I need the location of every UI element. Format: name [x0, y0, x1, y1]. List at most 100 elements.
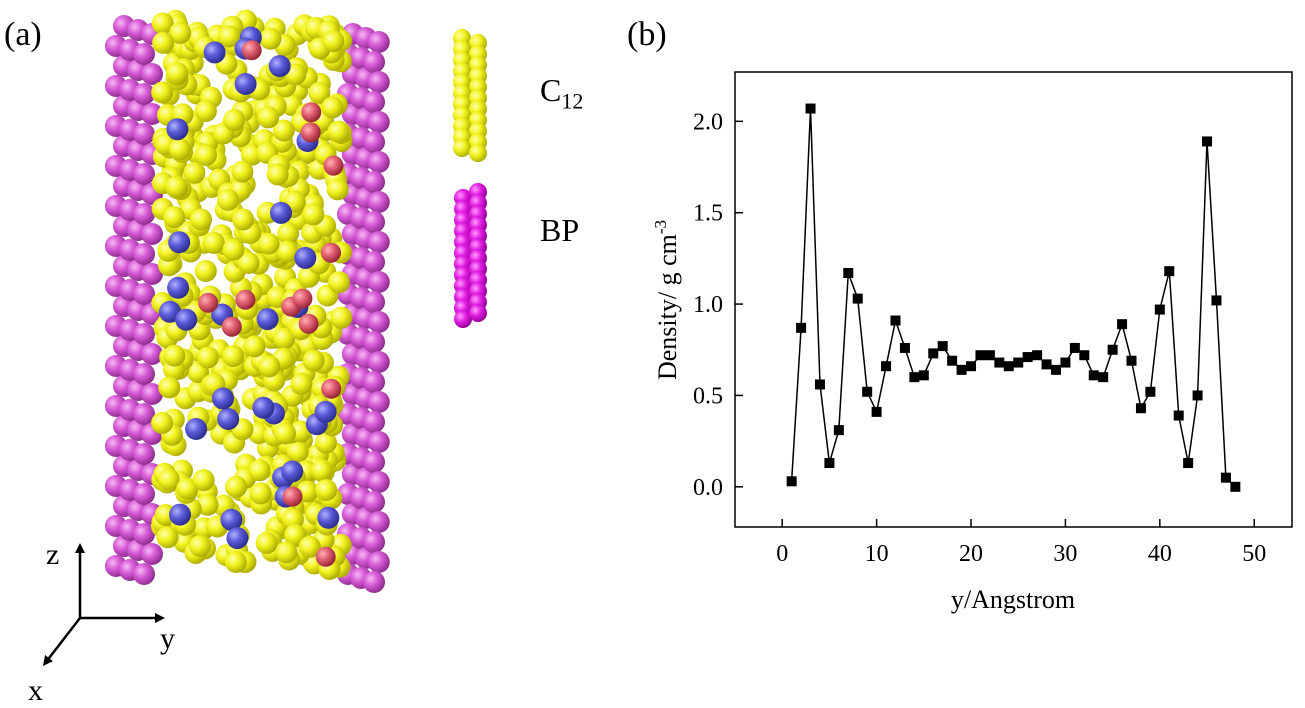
bp-atom [133, 243, 155, 265]
c12-atom [217, 188, 239, 211]
data-point [1220, 472, 1231, 483]
oxygen-atom [235, 289, 256, 310]
bp-atom [133, 163, 155, 185]
x-axis-label: x [28, 674, 43, 707]
bp-atom [363, 491, 385, 513]
data-point [1183, 458, 1194, 469]
data-point [1041, 359, 1052, 370]
data-point [966, 361, 977, 372]
bp-atom [133, 123, 155, 145]
molecular-snapshot [42, 9, 487, 666]
bp-atom [367, 311, 390, 333]
data-point [1032, 350, 1043, 361]
c12-atom [328, 271, 350, 294]
oxygen-atom [321, 242, 341, 263]
bp-atom [367, 231, 390, 253]
bp-atom [363, 51, 385, 73]
c12-atom [258, 355, 281, 378]
nitrogen-atom [268, 55, 291, 78]
oxygen-atom [221, 316, 242, 337]
c12-atom [169, 21, 192, 44]
c12-atom [222, 238, 245, 261]
c12-atom [237, 252, 260, 274]
data-point [1145, 386, 1156, 397]
bp-atom [363, 131, 385, 153]
c12-atom [151, 411, 174, 434]
nitrogen-atom [256, 308, 279, 331]
c12-atom [326, 178, 349, 201]
c12-atom [243, 335, 266, 358]
bp-atom [133, 283, 155, 305]
bp-atom [133, 203, 155, 225]
c12-legend-label: C12 [540, 72, 584, 114]
data-point [1022, 352, 1033, 363]
c12-atom [222, 345, 245, 368]
c12-atom [322, 30, 345, 53]
oxygen-atom [323, 155, 344, 176]
c12-atom [302, 203, 325, 226]
c12-atom [196, 493, 219, 516]
data-point [824, 458, 835, 469]
bp-legend-label: BP [540, 212, 580, 248]
data-point [862, 386, 873, 397]
x-tick-label: 50 [1242, 541, 1266, 567]
data-point [843, 268, 854, 279]
bp-atom [363, 251, 385, 273]
panel-b-label: (b) [627, 16, 667, 53]
c12-atom [202, 231, 225, 254]
nitrogen-atom [203, 41, 226, 64]
bp-atom [133, 443, 155, 465]
nitrogen-atom [226, 527, 249, 550]
data-point [1117, 319, 1128, 330]
bp-atom [367, 271, 390, 293]
c12-atom [327, 120, 350, 143]
bp-atom [133, 403, 155, 425]
y-axis-label: y [160, 622, 175, 655]
x-axis-arrow [42, 617, 81, 666]
c12-atom [272, 119, 295, 142]
data-point [881, 361, 892, 372]
c12-atom [183, 161, 206, 184]
data-point [918, 370, 929, 381]
c12-atom [218, 25, 241, 48]
c12-atom [257, 232, 280, 255]
data-point [1230, 481, 1241, 492]
c12-atom [302, 349, 325, 372]
c12-atom [156, 526, 179, 549]
nitrogen-atom [175, 308, 198, 331]
data-point [937, 341, 948, 352]
c12-atom [176, 477, 199, 500]
coordinate-axes [42, 543, 165, 666]
bp-atom [133, 83, 155, 105]
bp-wall-right [337, 23, 390, 593]
x-tick-label: 30 [1053, 541, 1077, 567]
c12-atom [166, 62, 189, 85]
c12-atom [158, 376, 181, 399]
c12-atom [274, 422, 296, 445]
data-point [1192, 390, 1203, 401]
c12-atom [194, 100, 217, 122]
nitrogen-atom [185, 418, 208, 440]
x-tick-label: 10 [865, 541, 889, 567]
c12-atom [310, 459, 333, 482]
nitrogen-atom [212, 387, 234, 410]
data-point [928, 348, 939, 359]
bp-atom [141, 343, 163, 365]
c12-atom [151, 81, 174, 104]
bp-atom [133, 363, 155, 385]
nitrogen-atom [168, 231, 191, 254]
bp-atom [363, 291, 385, 313]
bp-atom [363, 571, 385, 593]
c12-atom [190, 208, 212, 231]
data-point [909, 372, 920, 383]
c12-chains [151, 9, 353, 580]
data-point [1164, 266, 1175, 277]
nitrogen-atom [314, 400, 337, 423]
c12-atom [259, 27, 282, 50]
c12-atom [275, 541, 298, 564]
nitrogen-atom [169, 503, 191, 526]
c12-atom [163, 344, 186, 367]
c12-atom [195, 144, 217, 166]
c12-legend-atom [469, 144, 487, 162]
c12-atom [165, 175, 188, 198]
